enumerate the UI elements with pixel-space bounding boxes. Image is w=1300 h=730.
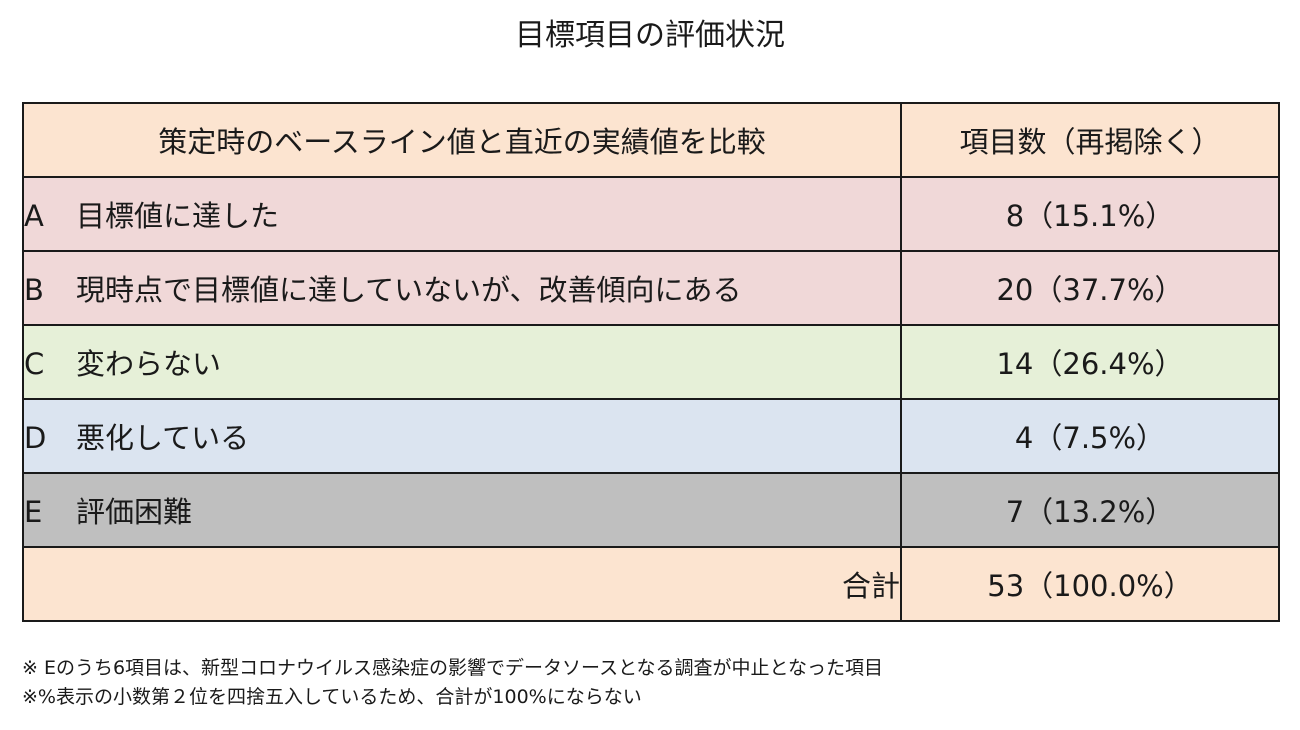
page-title: 目標項目の評価状況 <box>515 18 785 53</box>
table-row: B 現時点で目標値に達していないが、改善傾向にある 20（37.7%） <box>22 250 1280 326</box>
row-count: 20（37.7%） <box>900 250 1280 326</box>
row-label-cell: C 変わらない <box>22 324 902 400</box>
total-label: 合計 <box>22 546 902 622</box>
row-label: 評価困難 <box>76 495 193 529</box>
row-count: 4（7.5%） <box>900 398 1280 474</box>
row-label: 悪化している <box>76 421 250 455</box>
header-count: 項目数（再掲除く） <box>900 102 1280 178</box>
row-label-cell: D 悪化している <box>22 398 902 474</box>
table-row: A 目標値に達した 8（15.1%） <box>22 176 1280 252</box>
row-count: 14（26.4%） <box>900 324 1280 400</box>
row-letter: B <box>24 273 44 307</box>
footnote: ※ Eのうち6項目は、新型コロナウイルス感染症の影響でデータソースとなる調査が中… <box>22 657 883 679</box>
table-row: C 変わらない 14（26.4%） <box>22 324 1280 400</box>
row-label-cell: A 目標値に達した <box>22 176 902 252</box>
row-label-cell: E 評価困難 <box>22 472 902 548</box>
table-row: E 評価困難 7（13.2%） <box>22 472 1280 548</box>
footnotes: ※ Eのうち6項目は、新型コロナウイルス感染症の影響でデータソースとなる調査が中… <box>22 654 883 712</box>
row-count: 7（13.2%） <box>900 472 1280 548</box>
header-comparison: 策定時のベースライン値と直近の実績値を比較 <box>22 102 902 178</box>
footnote: ※%表示の小数第２位を四捨五入しているため、合計が100%にならない <box>22 686 642 708</box>
row-letter: E <box>24 495 43 529</box>
table-total-row: 合計 53（100.0%） <box>22 546 1280 622</box>
row-letter: A <box>24 199 44 233</box>
evaluation-table: 策定時のベースライン値と直近の実績値を比較 項目数（再掲除く） A 目標値に達した… <box>22 102 1280 622</box>
row-label: 現時点で目標値に達していないが、改善傾向にある <box>76 273 742 307</box>
row-letter: D <box>24 421 47 455</box>
row-label: 目標値に達した <box>76 199 280 233</box>
table-row: D 悪化している 4（7.5%） <box>22 398 1280 474</box>
table-header-row: 策定時のベースライン値と直近の実績値を比較 項目数（再掲除く） <box>22 102 1280 178</box>
row-label: 変わらない <box>76 347 222 381</box>
row-count: 8（15.1%） <box>900 176 1280 252</box>
row-letter: C <box>24 347 45 381</box>
row-label-cell: B 現時点で目標値に達していないが、改善傾向にある <box>22 250 902 326</box>
total-count: 53（100.0%） <box>900 546 1280 622</box>
